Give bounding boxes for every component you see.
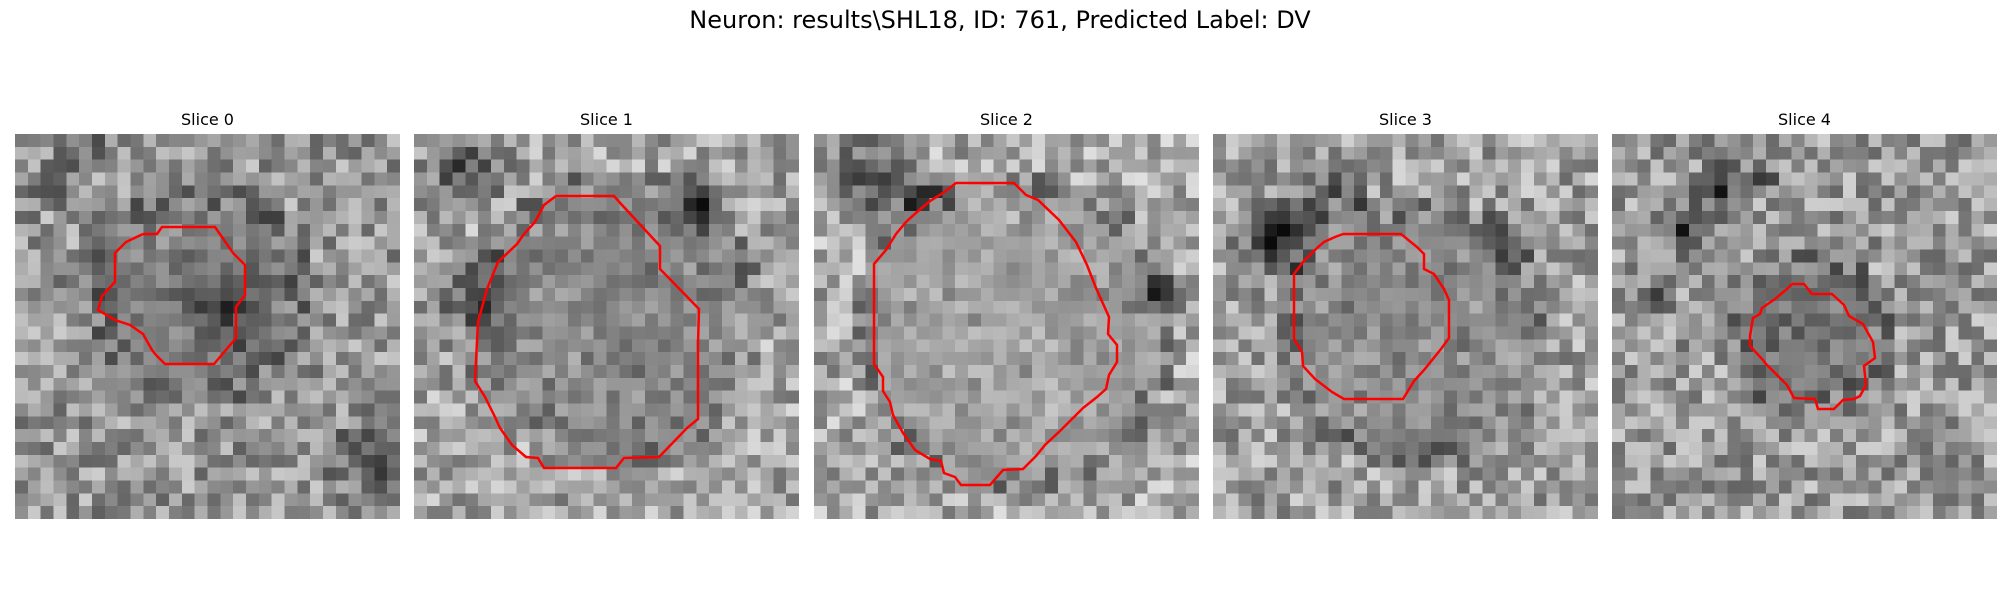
slice-image (414, 134, 799, 519)
slice-panel-2: Slice 2 (814, 110, 1199, 519)
slice-title: Slice 3 (1379, 110, 1432, 129)
roi-contour (1748, 282, 1877, 411)
slice-title: Slice 0 (181, 110, 234, 129)
slice-image (814, 134, 1199, 519)
roi-contour (473, 194, 701, 470)
slice-image (1213, 134, 1598, 519)
slice-image (15, 134, 400, 519)
slice-panel-0: Slice 0 (15, 110, 400, 519)
grayscale-image (1213, 134, 1598, 519)
roi-contour (96, 225, 247, 366)
grayscale-image (814, 134, 1199, 519)
grayscale-image (1612, 134, 1997, 519)
slice-title: Slice 2 (980, 110, 1033, 129)
slice-panel-1: Slice 1 (414, 110, 799, 519)
slice-panel-4: Slice 4 (1612, 110, 1997, 519)
roi-contour (872, 181, 1119, 487)
roi-contour (1292, 232, 1451, 401)
slice-title: Slice 4 (1778, 110, 1831, 129)
slice-image (1612, 134, 1997, 519)
figure-title: Neuron: results\SHL18, ID: 761, Predicte… (689, 6, 1311, 34)
grayscale-image (15, 134, 400, 519)
slice-title: Slice 1 (580, 110, 633, 129)
slice-panel-3: Slice 3 (1213, 110, 1598, 519)
